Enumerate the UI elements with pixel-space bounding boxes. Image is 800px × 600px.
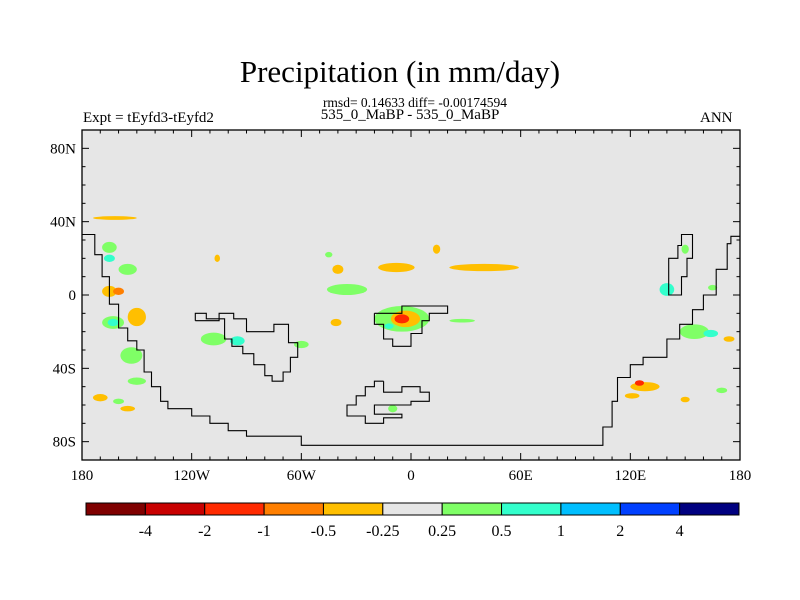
anomaly-patch xyxy=(659,283,675,296)
colorbar-label: -2 xyxy=(198,523,211,540)
coastline xyxy=(346,380,430,424)
coastline xyxy=(82,233,740,446)
anomaly-patch xyxy=(107,318,119,327)
y-tick-label: 80N xyxy=(50,141,76,157)
anomaly-patch xyxy=(120,405,136,412)
x-tick-label: 120W xyxy=(173,468,211,484)
colorbar-label: 4 xyxy=(676,523,684,540)
season-label: ANN xyxy=(700,110,733,126)
anomaly-patch xyxy=(127,377,146,385)
anomaly-patch xyxy=(388,405,398,413)
anomaly-patch xyxy=(113,287,125,296)
x-tick-label: 60W xyxy=(287,468,317,484)
colorbar-swatch xyxy=(560,502,621,516)
anomaly-patch xyxy=(120,347,143,364)
colorbar-label: -1 xyxy=(257,523,270,540)
anomaly-patch xyxy=(703,329,719,338)
colorbar-label: -0.25 xyxy=(366,523,399,540)
colorbar-label: -4 xyxy=(139,523,152,540)
anomaly-patch xyxy=(330,318,342,327)
anomaly-patch xyxy=(634,380,645,386)
x-tick-label: 60E xyxy=(509,468,533,484)
colorbar-label: 0.5 xyxy=(492,523,512,540)
colorbar-label: 1 xyxy=(557,523,565,540)
anomaly-patch xyxy=(378,262,415,273)
anomaly-patch xyxy=(716,387,728,394)
experiment-label: Expt = tEyfd3-tEyfd2 xyxy=(83,110,214,126)
anomaly-patch xyxy=(103,254,115,262)
x-tick-label: 180 xyxy=(729,468,752,484)
anomaly-patch xyxy=(624,393,640,399)
case-label: 535_0_MaBP - 535_0_MaBP xyxy=(320,107,500,123)
colorbar-swatch xyxy=(144,502,206,516)
x-tick-label: 180 xyxy=(71,468,94,484)
y-tick-label: 0 xyxy=(69,288,77,304)
anomaly-patch xyxy=(214,254,220,262)
anomaly-patch xyxy=(681,244,689,254)
colorbar-swatch xyxy=(501,502,562,516)
colorbar-swatch xyxy=(322,502,384,516)
coastline xyxy=(373,305,449,347)
colorbar-label: 0.25 xyxy=(428,523,456,540)
anomaly-patch xyxy=(630,382,660,392)
colorbar-swatch xyxy=(85,502,146,516)
anomaly-patch xyxy=(92,216,137,220)
colorbar-swatch xyxy=(382,502,443,516)
anomaly-patch xyxy=(118,263,137,275)
anomaly-patch xyxy=(230,336,245,346)
y-tick-label: 40S xyxy=(53,361,76,377)
anomaly-patch xyxy=(384,323,394,329)
rmsd-diff-stats: rmsd= 0.14633 diff= -0.00174594 xyxy=(322,95,508,110)
colorbar-swatch xyxy=(204,502,265,516)
anomaly-patch xyxy=(708,284,718,291)
anomaly-patch xyxy=(449,263,519,272)
y-tick-label: 40N xyxy=(50,215,76,231)
anomaly-patch xyxy=(325,251,333,258)
anomaly-patch xyxy=(679,324,709,339)
anomaly-patch xyxy=(332,264,344,274)
chart-title: Precipitation (in mm/day) xyxy=(239,54,561,89)
colorbar-swatch xyxy=(679,502,740,516)
anomaly-patch xyxy=(394,314,410,324)
anomaly-patch xyxy=(432,244,441,254)
x-tick-label: 0 xyxy=(407,468,415,484)
anomaly-patch xyxy=(680,396,690,403)
anomaly-patch xyxy=(200,332,227,346)
colorbar-label: -0.5 xyxy=(311,523,336,540)
anomaly-patch xyxy=(113,398,125,405)
anomaly-patch xyxy=(294,340,309,349)
coastline xyxy=(668,233,694,296)
anomaly-patch xyxy=(127,307,146,327)
anomaly-patch xyxy=(723,336,735,342)
coastline xyxy=(194,312,299,382)
anomaly-patch xyxy=(326,284,368,295)
x-tick-label: 120E xyxy=(614,468,646,484)
colorbar-label: 2 xyxy=(616,523,624,540)
anomaly-patch xyxy=(449,318,475,323)
colorbar-swatch xyxy=(263,502,324,516)
anomaly-patch xyxy=(102,241,117,253)
colorbar-swatch xyxy=(441,502,503,516)
colorbar-swatch xyxy=(619,502,681,516)
y-tick-label: 80S xyxy=(53,435,76,451)
anomaly-patch xyxy=(92,394,108,402)
map-background xyxy=(82,130,740,460)
